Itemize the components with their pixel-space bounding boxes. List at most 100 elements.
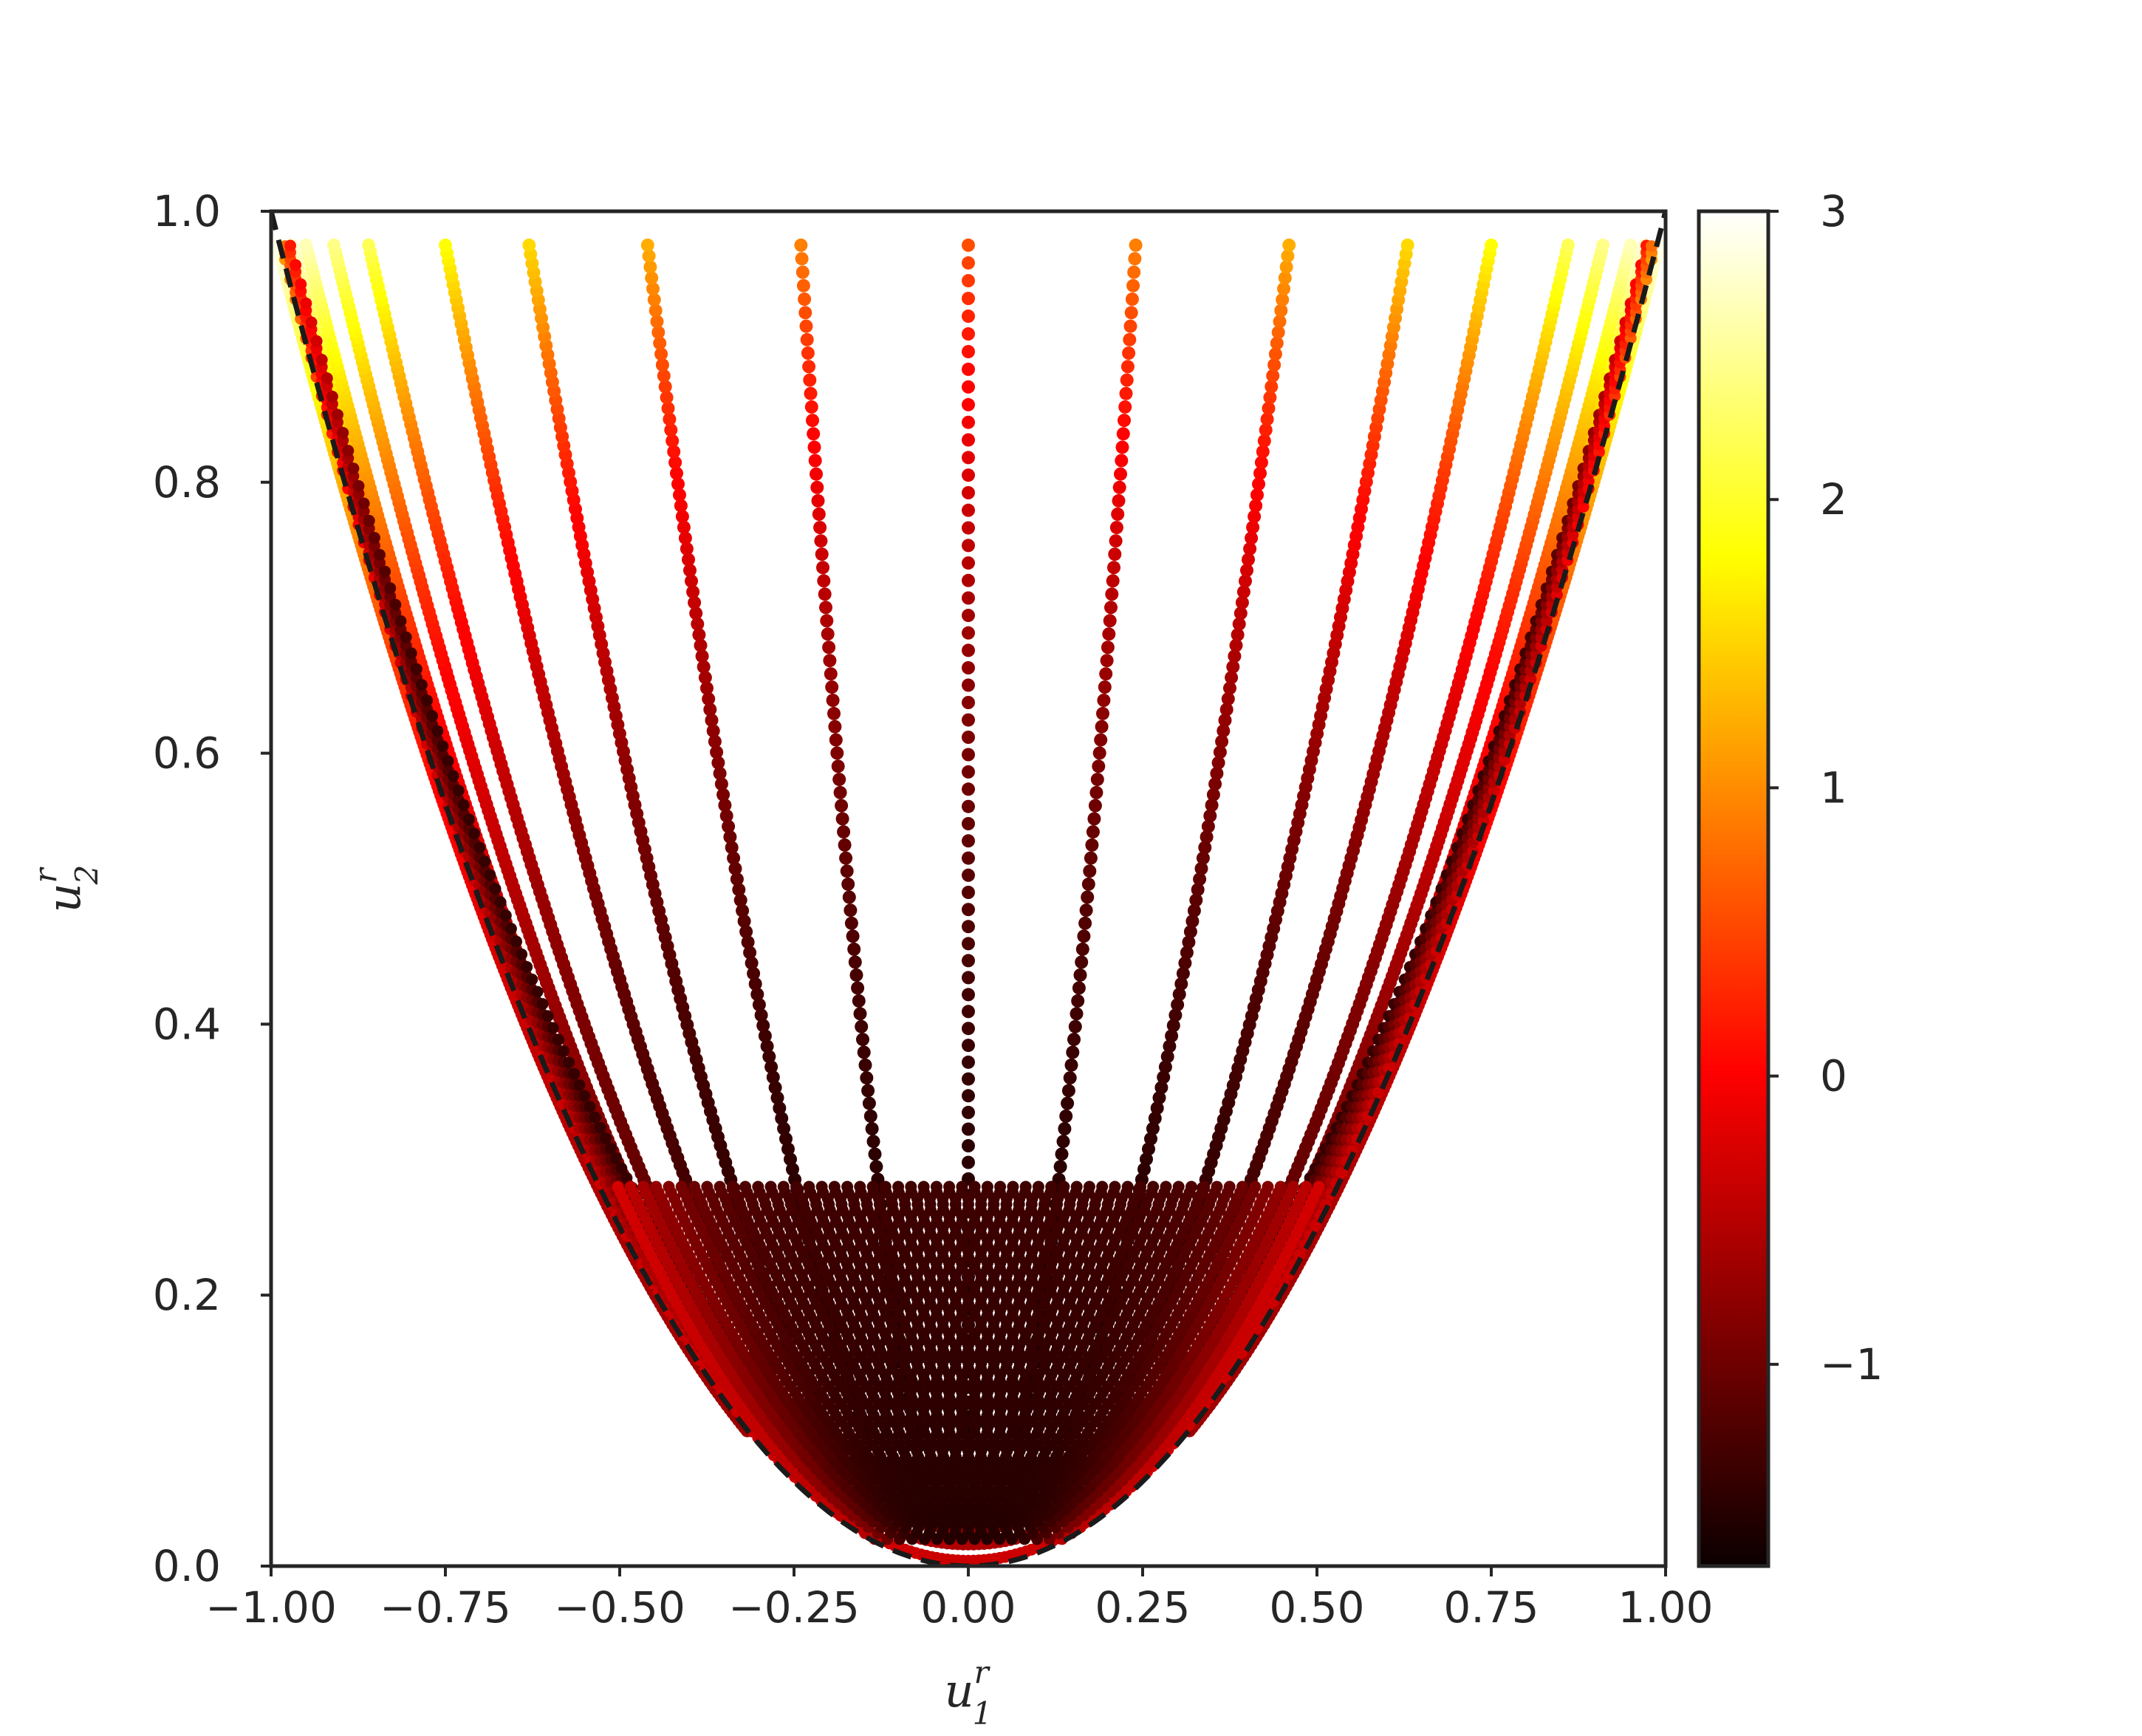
scatter-point bbox=[463, 813, 475, 826]
scatter-point bbox=[640, 238, 654, 252]
scatter-point bbox=[861, 1084, 875, 1098]
scatter-point bbox=[826, 694, 840, 707]
scatter-point bbox=[661, 401, 675, 415]
scatter-point bbox=[844, 916, 858, 930]
scatter-point bbox=[813, 521, 827, 535]
scatter-point bbox=[1205, 799, 1219, 812]
scatter-point bbox=[700, 681, 714, 695]
scatter-point bbox=[655, 358, 669, 372]
scatter-point bbox=[536, 998, 549, 1011]
scatter-point bbox=[1182, 935, 1196, 949]
scatter-point bbox=[1118, 400, 1132, 414]
scatter-point bbox=[863, 1109, 877, 1123]
scatter-point bbox=[1087, 812, 1101, 826]
scatter-point bbox=[521, 961, 533, 973]
scatter-point bbox=[962, 415, 975, 429]
scatter-point bbox=[962, 1122, 975, 1136]
scatter-point bbox=[568, 1067, 581, 1080]
scatter-point bbox=[819, 601, 832, 615]
scatter-point bbox=[1094, 733, 1108, 747]
scatter-point bbox=[610, 1152, 623, 1165]
scatter-point bbox=[615, 1162, 628, 1175]
scatter-point bbox=[962, 238, 975, 252]
scatter-point bbox=[1206, 787, 1220, 802]
scatter-point bbox=[594, 1121, 606, 1134]
scatter-point bbox=[688, 595, 702, 609]
scatter-point bbox=[786, 1162, 799, 1176]
scatter-point bbox=[426, 710, 439, 722]
scatter-point bbox=[962, 451, 975, 465]
scatter-point bbox=[1067, 1033, 1081, 1047]
scatter-point bbox=[1112, 480, 1126, 494]
scatter-point bbox=[290, 259, 302, 271]
scatter-point bbox=[664, 423, 678, 437]
scatter-point bbox=[1217, 724, 1231, 738]
scatter-point bbox=[600, 1132, 612, 1144]
scatter-point bbox=[722, 819, 736, 833]
scatter-point bbox=[342, 445, 355, 457]
scatter-point bbox=[841, 877, 855, 891]
scatter-point bbox=[421, 694, 433, 707]
scatter-point bbox=[479, 855, 491, 868]
scatter-point bbox=[1200, 830, 1214, 844]
scatter-point bbox=[1089, 785, 1103, 799]
scatter-point bbox=[1400, 238, 1414, 252]
scatter-point bbox=[1058, 1122, 1072, 1135]
scatter-point bbox=[1118, 414, 1131, 428]
scatter-point bbox=[678, 531, 692, 545]
scatter-point bbox=[620, 1172, 633, 1184]
scatter-point bbox=[1271, 325, 1285, 339]
scatter-point bbox=[1154, 1081, 1168, 1095]
scatter-point bbox=[773, 1101, 787, 1115]
scatter-point bbox=[357, 497, 370, 510]
scatter-point bbox=[439, 238, 452, 252]
scatter-point bbox=[962, 937, 975, 951]
scatter-point bbox=[295, 278, 307, 290]
scatter-point bbox=[962, 886, 975, 899]
scatter-point bbox=[1053, 1160, 1067, 1174]
scatter-point bbox=[730, 872, 744, 886]
scatter-point bbox=[725, 841, 739, 855]
scatter-point bbox=[838, 838, 852, 852]
scatter-point bbox=[844, 903, 858, 917]
scatter-point bbox=[868, 1147, 882, 1161]
scatter-point bbox=[552, 1033, 564, 1046]
scatter-point bbox=[352, 479, 365, 492]
scatter-point bbox=[1245, 531, 1259, 545]
scatter-point bbox=[510, 935, 522, 948]
scatter-point bbox=[1211, 756, 1225, 770]
scatter-point bbox=[673, 488, 686, 502]
scatter-point bbox=[374, 549, 386, 561]
scatter-point bbox=[1262, 401, 1276, 415]
scatter-point bbox=[1172, 988, 1186, 1001]
scatter-point bbox=[1071, 994, 1085, 1008]
scatter-point bbox=[1112, 493, 1126, 508]
scatter-point bbox=[815, 547, 829, 561]
scatter-ray bbox=[794, 238, 922, 1438]
scatter-point bbox=[660, 391, 674, 405]
scatter-point bbox=[846, 929, 860, 943]
scatter-point bbox=[683, 564, 697, 578]
scatter-point bbox=[962, 765, 975, 779]
scatter-point bbox=[685, 574, 698, 588]
scatter-point bbox=[1128, 252, 1142, 266]
scatter-point bbox=[362, 238, 376, 252]
scatter-point bbox=[337, 426, 349, 439]
scatter-point bbox=[1201, 819, 1215, 833]
scatter-point bbox=[573, 1079, 586, 1091]
scatter-point bbox=[962, 521, 975, 535]
scatter-point bbox=[808, 454, 822, 468]
scatter-point bbox=[1120, 373, 1134, 387]
scatter-point bbox=[1274, 304, 1288, 318]
scatter-point bbox=[1100, 654, 1114, 668]
scatter-point bbox=[962, 954, 975, 968]
scatter-point bbox=[1235, 595, 1249, 609]
scatter-point bbox=[1236, 585, 1250, 599]
scatter-point bbox=[962, 362, 975, 376]
scatter-point bbox=[1111, 508, 1125, 521]
scatter-point bbox=[654, 347, 668, 361]
scatter-point bbox=[754, 1008, 768, 1022]
scatter-point bbox=[962, 468, 975, 482]
scatter-point bbox=[1254, 456, 1268, 470]
scatter-point bbox=[962, 799, 975, 813]
